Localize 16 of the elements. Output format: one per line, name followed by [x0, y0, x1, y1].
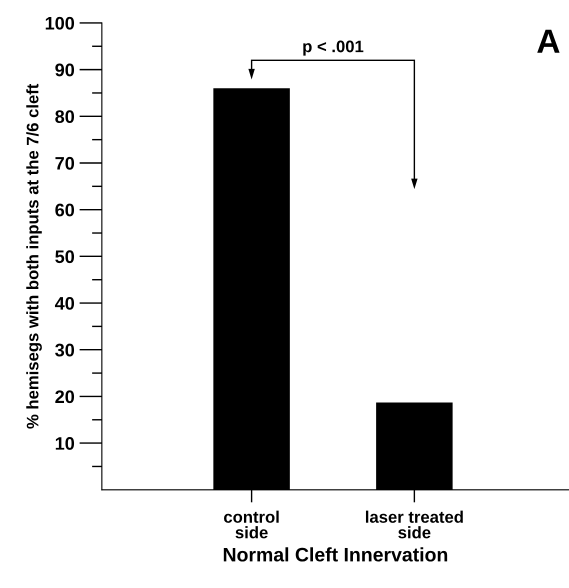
annotation: p < .001: [303, 40, 364, 56]
y-tick-label: 60: [55, 204, 74, 216]
y-axis-title: % hemisegs with both inputs at the 7/6 cleft: [26, 84, 42, 429]
y-tick-label: 80: [55, 110, 74, 124]
y-tick-label: 50: [55, 250, 74, 264]
y-tick-label: 20: [55, 390, 74, 404]
y-tick-label: 10: [56, 437, 74, 450]
y-tick-label: 90: [55, 64, 74, 76]
x-axis-title: Normal Cleft Innervation: [224, 547, 448, 562]
y-tick-label: 40: [54, 296, 74, 310]
y-tick-label: 70: [55, 156, 74, 170]
y-tick-label: 100: [46, 16, 74, 30]
x-tick-label: laser treated side: [366, 510, 463, 538]
y-tick-label: 30: [55, 344, 74, 356]
x-tick-label: control side: [224, 510, 279, 538]
annotation: A: [537, 30, 560, 53]
